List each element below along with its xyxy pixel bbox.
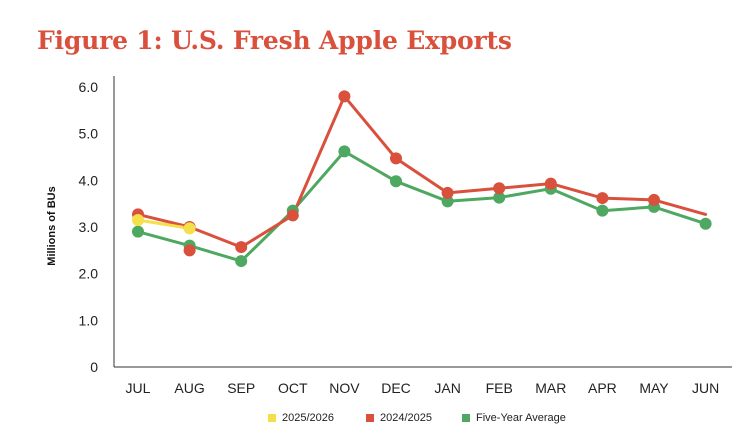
line-2025-2026	[136, 218, 192, 230]
point-2024-2025-jan	[441, 186, 454, 199]
legend-item-2025-2026: 2025/2026	[268, 412, 334, 424]
legend-swatch-2024-2025	[366, 414, 374, 422]
legend-label-2025-2026: 2025/2026	[282, 412, 334, 424]
point-five-year-average-nov	[338, 145, 351, 158]
point-five-year-average-sep	[235, 255, 248, 268]
point-five-year-average-feb	[493, 191, 506, 204]
y-tick-label-6: 6.0	[79, 79, 99, 95]
point-2025-2026-aug	[183, 222, 196, 235]
x-tick-label-oct: OCT	[278, 380, 308, 396]
point-2024-2025-oct	[286, 209, 299, 222]
y-tick-label-3: 3.0	[79, 219, 99, 235]
legend-label-five-year-average: Five-Year Average	[476, 412, 566, 424]
point-five-year-average-jan	[441, 195, 454, 208]
point-2024-2025-feb	[493, 182, 506, 195]
series-lines	[136, 94, 708, 263]
point-2025-2026-jul	[132, 214, 144, 226]
x-tick-label-jan: JAN	[434, 380, 460, 396]
y-tick-label-2: 2.0	[79, 266, 99, 282]
point-2024-2025-may	[648, 193, 660, 206]
x-tick-label-jul: JUL	[126, 380, 151, 396]
point-2024-2025-sep	[235, 241, 248, 254]
point-2024-2025-apr	[596, 192, 609, 205]
point-five-year-average-jun	[699, 217, 712, 230]
chart-labels: 0 1.0 2.0 3.0 4.0 5.0 6.0 JUL AUG SEP OCT NOV DEC JAN…	[46, 79, 719, 396]
legend-swatch-five-year-average	[462, 414, 470, 422]
chart-legend: 2025/2026 2024/2025 Five-Year Average	[0, 412, 750, 432]
extra-point-2024-2025-aug-0	[183, 244, 196, 257]
x-tick-label-mar: MAR	[535, 380, 566, 396]
x-tick-label-nov: NOV	[329, 380, 360, 396]
point-five-year-average-apr	[596, 204, 609, 217]
line-five-year-average	[136, 149, 708, 263]
x-tick-label-aug: AUG	[174, 380, 204, 396]
point-2024-2025-mar	[544, 177, 557, 190]
y-tick-label-1: 1.0	[79, 312, 99, 328]
point-five-year-average-dec	[390, 175, 402, 188]
point-five-year-average-jul	[132, 225, 144, 238]
y-tick-label-4: 4.0	[79, 172, 99, 188]
y-axis-label: Millions of BUs	[46, 186, 58, 265]
chart-axes	[113, 76, 732, 368]
y-tick-label-0: 0	[90, 359, 98, 375]
legend-item-five-year-average: Five-Year Average	[462, 412, 566, 424]
legend-swatch-2025-2026	[268, 414, 276, 422]
x-tick-label-feb: FEB	[486, 380, 513, 396]
line-2024-2025	[136, 94, 708, 249]
legend-label-2024-2025: 2024/2025	[380, 412, 432, 424]
y-tick-label-5: 5.0	[79, 126, 99, 142]
legend-item-2024-2025: 2024/2025	[366, 412, 432, 424]
series-points	[132, 90, 712, 268]
x-tick-label-apr: APR	[588, 380, 617, 396]
x-tick-label-sep: SEP	[227, 380, 255, 396]
chart-title: Figure 1: U.S. Fresh Apple Exports	[37, 26, 512, 55]
point-2024-2025-dec	[390, 152, 402, 165]
x-tick-label-dec: DEC	[381, 380, 411, 396]
x-tick-label-may: MAY	[639, 380, 669, 396]
point-2024-2025-nov	[338, 90, 351, 103]
x-tick-label-jun: JUN	[692, 380, 719, 396]
